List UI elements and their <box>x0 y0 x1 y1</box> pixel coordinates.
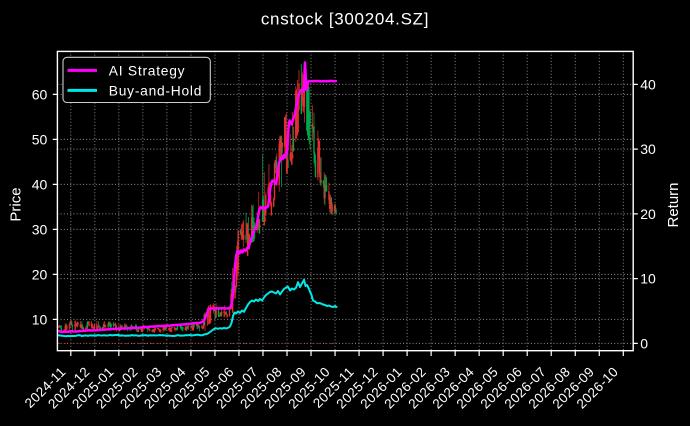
svg-text:Buy-and-Hold: Buy-and-Hold <box>109 83 202 98</box>
svg-text:20: 20 <box>32 266 48 282</box>
svg-text:50: 50 <box>32 131 48 147</box>
svg-text:60: 60 <box>32 86 48 102</box>
svg-text:40: 40 <box>640 76 656 92</box>
svg-text:20: 20 <box>640 206 656 222</box>
svg-text:Price: Price <box>8 187 25 221</box>
svg-text:30: 30 <box>32 221 48 237</box>
svg-text:10: 10 <box>640 271 656 287</box>
svg-text:0: 0 <box>640 335 648 351</box>
svg-text:30: 30 <box>640 141 656 157</box>
svg-text:AI Strategy: AI Strategy <box>109 63 186 78</box>
svg-text:Return: Return <box>665 182 682 227</box>
svg-text:10: 10 <box>32 311 48 327</box>
svg-text:40: 40 <box>32 176 48 192</box>
svg-text:cnstock [300204.SZ]: cnstock [300204.SZ] <box>261 10 429 29</box>
